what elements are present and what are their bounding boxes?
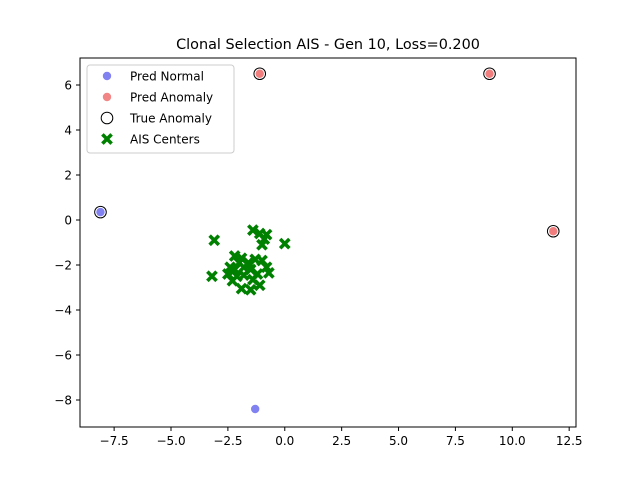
ais-center-7 [278, 237, 291, 250]
ais-center-20-stroke-b [222, 268, 234, 280]
legend-marker-3-stroke-b [101, 133, 113, 145]
ais-center-22 [237, 269, 250, 281]
x-tick-label-5: 5.0 [389, 434, 408, 448]
true-anomaly-ring-2 [483, 67, 496, 81]
ais-center-2-stroke-b [247, 224, 259, 236]
true-anomaly-ring-1 [253, 67, 267, 81]
x-tick-label-7: 10.0 [499, 434, 526, 448]
legend-marker-0 [102, 71, 112, 81]
ais-center-2 [247, 224, 259, 236]
x-tick-label-8: 12.5 [556, 434, 583, 448]
ais-center-1-stroke-b [206, 270, 218, 283]
ais-center-28-stroke-b [244, 283, 257, 296]
pred-normal-point-1 [250, 404, 260, 414]
y-tick-label-3: 0 [64, 213, 72, 227]
x-tick-label-6: 7.5 [446, 434, 465, 448]
ais-center-13-stroke-b [256, 254, 268, 267]
ais-center-24-stroke-b [226, 274, 239, 287]
ais-center-18-stroke-b [260, 261, 273, 274]
plot-layer [94, 67, 560, 414]
legend-label-3: AIS Centers [130, 132, 200, 146]
axes-layer: −7.5 −5.0 −2.5 0.0 2.5 5.0 7.5 10.0 12.5 6 4 2 0 −2 −4… [54, 78, 582, 448]
legend-marker-2 [100, 111, 114, 125]
ais-center-28 [244, 283, 257, 296]
legend-label-1: Pred Anomaly [130, 90, 213, 104]
ais-center-1 [206, 270, 218, 283]
x-tick-label-1: −5.0 [156, 434, 185, 448]
pred-anomaly-point-0 [255, 69, 264, 78]
legend-label-2: True Anomaly [129, 111, 212, 125]
legend-box [86, 64, 235, 154]
y-tick-label-0: 6 [64, 78, 72, 92]
y-tick-label-5: −4 [54, 303, 72, 317]
pred-anomaly-point-1 [485, 69, 494, 78]
ais-center-0 [208, 234, 221, 247]
ais-center-19-stroke-b [262, 267, 275, 279]
pred-anomaly-point-2 [549, 227, 558, 236]
y-tick-label-7: −8 [54, 393, 72, 407]
y-tick-label-6: −6 [54, 348, 72, 362]
plot-area-frame [79, 57, 577, 428]
ais-center-6-stroke-b [256, 238, 268, 251]
x-tick-label-0: −7.5 [100, 434, 129, 448]
legend-label-0: Pred Normal [130, 69, 204, 83]
legend-marker-1 [102, 92, 112, 102]
y-tick-label-1: 4 [64, 123, 72, 137]
ais-center-26-stroke-b [253, 279, 266, 292]
ais-center-7-stroke-b [278, 237, 291, 250]
x-tick-label-2: −2.5 [213, 434, 242, 448]
y-tick-label-4: −2 [54, 258, 72, 272]
x-tick-label-4: 2.5 [332, 434, 351, 448]
ais-center-19 [262, 267, 275, 279]
ais-center-22-stroke-b [237, 269, 250, 281]
ais-center-6 [256, 238, 268, 251]
ais-center-27 [235, 282, 248, 295]
ais-center-27-stroke-b [235, 282, 248, 295]
chart-title: Clonal Selection AIS - Gen 10, Loss=0.20… [176, 37, 480, 53]
x-tick-label-3: 0.0 [275, 434, 294, 448]
true-anomaly-ring-3 [546, 224, 560, 238]
ais-center-0-stroke-b [208, 234, 221, 247]
legend: Pred Normal Pred Anomaly True Anomaly AIS C… [86, 64, 235, 154]
y-tick-label-2: 2 [64, 168, 72, 182]
legend-marker-3 [101, 133, 113, 145]
pred-normal-point-0 [96, 207, 105, 217]
ais-center-24 [226, 274, 239, 287]
ais-center-25-stroke-b [247, 273, 259, 286]
true-anomaly-ring-0 [94, 205, 107, 219]
ais-center-26 [253, 279, 266, 292]
